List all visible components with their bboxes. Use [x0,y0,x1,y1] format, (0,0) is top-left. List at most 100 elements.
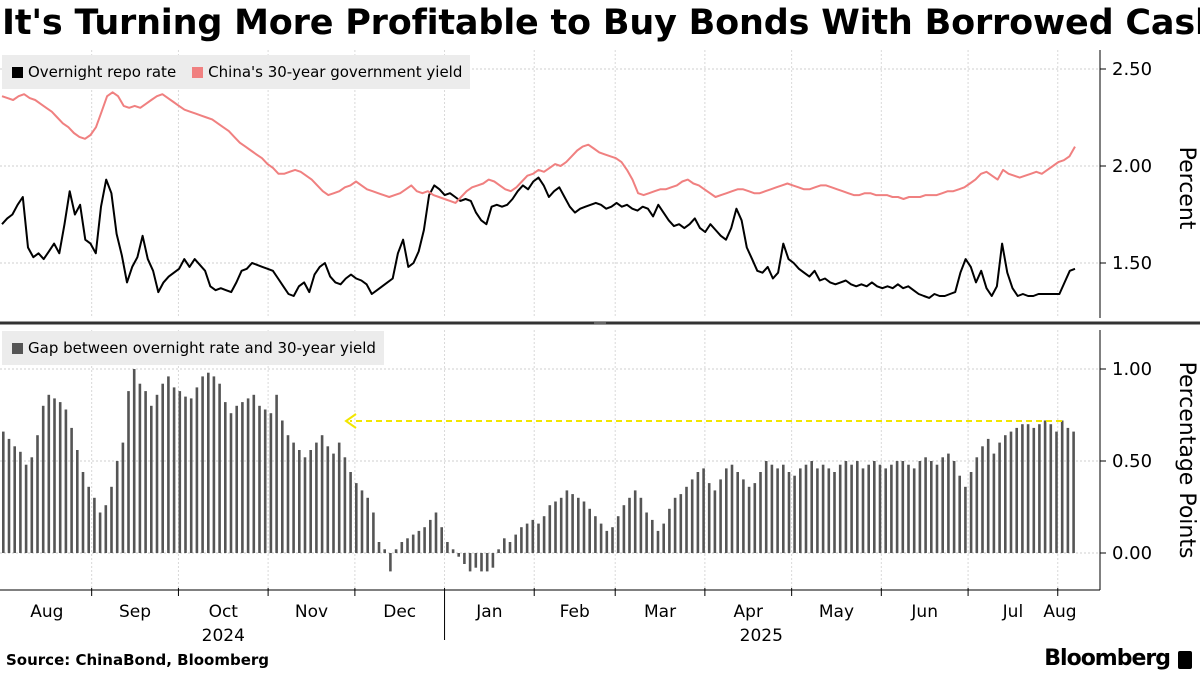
bar-series-layer [2,369,1075,572]
gap-bar [1009,431,1013,553]
gap-bar [389,553,392,572]
gap-bar [912,468,916,553]
gap-bar [719,479,722,553]
axis-layer: 2.50 2.00 1.50 1.00 0.50 0.00 Percent Percentag… [0,50,1200,646]
gap-bar [485,553,489,572]
y-tick-label-top: 2.00 [1112,156,1152,177]
gap-bar [178,391,182,553]
gap-bar [383,549,386,553]
bloomberg-logo: Bloomberg [1044,646,1171,671]
chart-title: It's Turning More Profitable to Buy Bond… [2,3,1200,43]
gap-bar [571,494,574,553]
gap-bar [639,497,643,553]
gap-bar [343,457,347,553]
gap-bar [662,523,665,553]
gap-bar [155,394,159,553]
gap-bar [577,497,580,553]
gap-bar [673,497,677,553]
gap-bar [742,479,745,553]
gap-bar [878,464,882,553]
gap-bar [759,472,762,553]
gap-bar [1021,424,1024,553]
source-note: Source: ChinaBond, Bloomberg [6,651,270,669]
line-30y-yield [1,91,1076,204]
gap-bar [195,387,199,553]
gap-bar [930,461,933,553]
gap-bar [821,464,825,553]
y-tick-label-bottom: 1.00 [1112,359,1152,380]
x-tick-label: Aug [1043,602,1076,622]
gap-bar [816,468,819,553]
gap-bar [349,472,352,553]
gap-bar [457,553,460,557]
x-tick-label: Apr [734,602,763,622]
legend-label-gap: Gap between overnight rate and 30-year y… [28,339,376,357]
annotation-arrowhead-icon [344,413,357,429]
legend-swatch-repo [12,66,23,78]
gap-bar [713,490,717,553]
gap-bar [947,453,950,553]
gap-bar [64,409,68,553]
gap-bar [799,468,802,553]
gap-bar [986,438,990,553]
gap-bar [121,442,125,553]
gap-bar [229,413,233,553]
legend-item-repo: Overnight repo rate [12,63,176,81]
gap-bar [372,512,375,553]
gap-bar [554,501,557,553]
gap-bar [172,387,176,553]
gap-bar [1032,427,1036,553]
gap-bar [70,427,73,553]
annotation-layer [344,413,1062,429]
gap-bar [127,391,130,553]
gap-bar [548,505,552,553]
gap-bar [668,508,671,553]
gap-bar [542,516,546,553]
gap-bar [628,497,631,553]
gap-bar [867,464,870,553]
gap-bar [804,464,808,553]
gap-bar [360,490,364,553]
gap-bar [776,468,779,553]
top-legend: Overnight repo rate China's 30-year gove… [2,55,471,89]
gap-bar [58,402,62,553]
legend-swatch-yield [192,66,204,78]
x-tick-label: Mar [644,602,676,622]
gap-bar [918,461,922,553]
gap-bar [514,534,517,553]
gap-bar [531,519,535,553]
gap-bar [1049,424,1053,553]
gap-bar [645,512,648,553]
gap-bar [611,527,614,553]
gap-bar [833,472,836,553]
gap-bar [992,453,996,553]
gap-bar [446,542,449,553]
gap-bar [440,527,443,553]
gap-bar [281,420,284,553]
gap-bar [690,479,694,553]
bottom-legend: Gap between overnight rate and 30-year y… [2,331,384,365]
x-tick-label: Feb [560,602,590,622]
gap-bar [782,464,785,553]
gap-bar [93,497,96,553]
gap-bar [707,483,711,553]
gap-bar [764,461,768,553]
gap-bar [491,553,495,568]
gap-bar [189,398,193,553]
gap-bar [411,534,415,553]
gap-bar [24,464,28,553]
y-tick-label-top: 1.50 [1112,253,1152,274]
x-tick-label: May [819,602,854,622]
x-tick-label: Dec [383,602,416,622]
gap-bar [884,468,887,553]
x-tick-label: Oct [209,602,239,622]
gap-bar [497,549,500,553]
gap-bar [730,464,734,553]
gap-bar [525,523,529,553]
legend-swatch-gap [12,342,23,354]
line-series-layer [1,91,1076,299]
gap-bar [856,461,859,553]
gap-bar [320,435,324,553]
y-tick-label-bottom: 0.00 [1112,543,1152,564]
x-tick-label: Nov [295,602,328,622]
